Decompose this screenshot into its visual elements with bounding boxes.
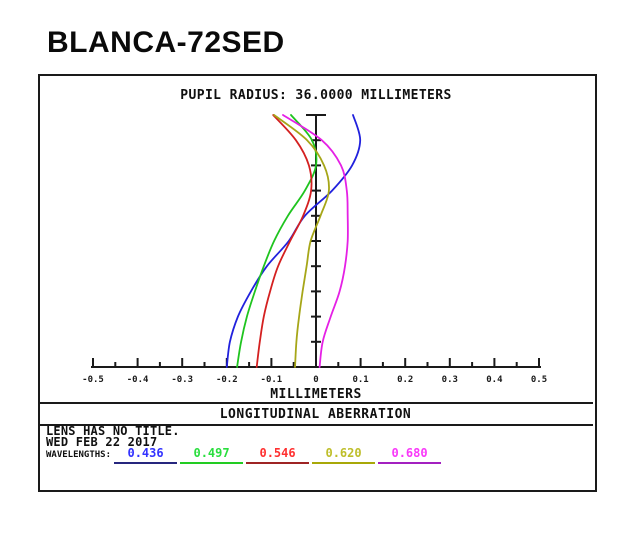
wavelength-legend: WAVELENGTHS: 0.436 0.497 0.546 0.620 0.680 <box>46 446 586 464</box>
pupil-radius-label: PUPIL RADIUS: 36.0000 MILLIMETERS <box>180 88 452 103</box>
x-tick-label: 0.4 <box>486 375 503 385</box>
x-tick-label: -0.4 <box>127 375 149 385</box>
legend-wavelength-value: 0.620 <box>325 446 362 460</box>
aberration-curve-0.497 <box>236 114 318 368</box>
legend-color-underline <box>378 462 442 464</box>
x-axis-title: MILLIMETERS <box>270 387 362 402</box>
aberration-curve-0.546 <box>255 114 313 368</box>
x-tick-label: -0.5 <box>82 375 104 385</box>
plot-caption-band: LONGITUDINAL ABERRATION <box>38 402 593 426</box>
x-tick-label: -0.2 <box>216 375 238 385</box>
aberration-curve-0.680 <box>282 114 349 368</box>
x-tick-label: -0.1 <box>261 375 283 385</box>
lens-title-line: LENS HAS NO TITLE. <box>46 424 180 438</box>
x-tick-label: 0.1 <box>352 375 368 385</box>
legend-item-0.680: 0.680 <box>378 446 442 464</box>
legend-item-0.436: 0.436 <box>114 446 178 464</box>
x-tick-label: 0 <box>313 375 318 385</box>
x-tick-label: 0.2 <box>397 375 413 385</box>
legend-color-underline <box>114 462 178 464</box>
legend-wavelength-value: 0.680 <box>391 446 428 460</box>
x-tick-label: 0.5 <box>531 375 547 385</box>
legend-item-0.620: 0.620 <box>312 446 376 464</box>
plot-caption: LONGITUDINAL ABERRATION <box>219 406 412 422</box>
lens-info-panel: LENS HAS NO TITLE. WED FEB 22 2017 WAVEL… <box>46 424 586 464</box>
legend-color-underline <box>180 462 244 464</box>
aberration-curve-0.620 <box>273 114 330 368</box>
legend-color-underline <box>312 462 376 464</box>
legend-color-underline <box>246 462 310 464</box>
legend-wavelength-value: 0.546 <box>259 446 296 460</box>
x-tick-label: 0.3 <box>442 375 458 385</box>
date-line: WED FEB 22 2017 <box>46 434 158 449</box>
legend-item-0.497: 0.497 <box>180 446 244 464</box>
legend-item-0.546: 0.546 <box>246 446 310 464</box>
legend-wavelength-value: 0.497 <box>193 446 230 460</box>
page-title: BLANCA-72SED <box>47 26 285 59</box>
aberration-curve-0.436 <box>225 114 362 368</box>
plot-frame <box>38 74 597 492</box>
x-tick-label: -0.3 <box>171 375 193 385</box>
legend-wavelength-value: 0.436 <box>127 446 164 460</box>
wavelengths-label: WAVELENGTHS: <box>46 450 112 460</box>
